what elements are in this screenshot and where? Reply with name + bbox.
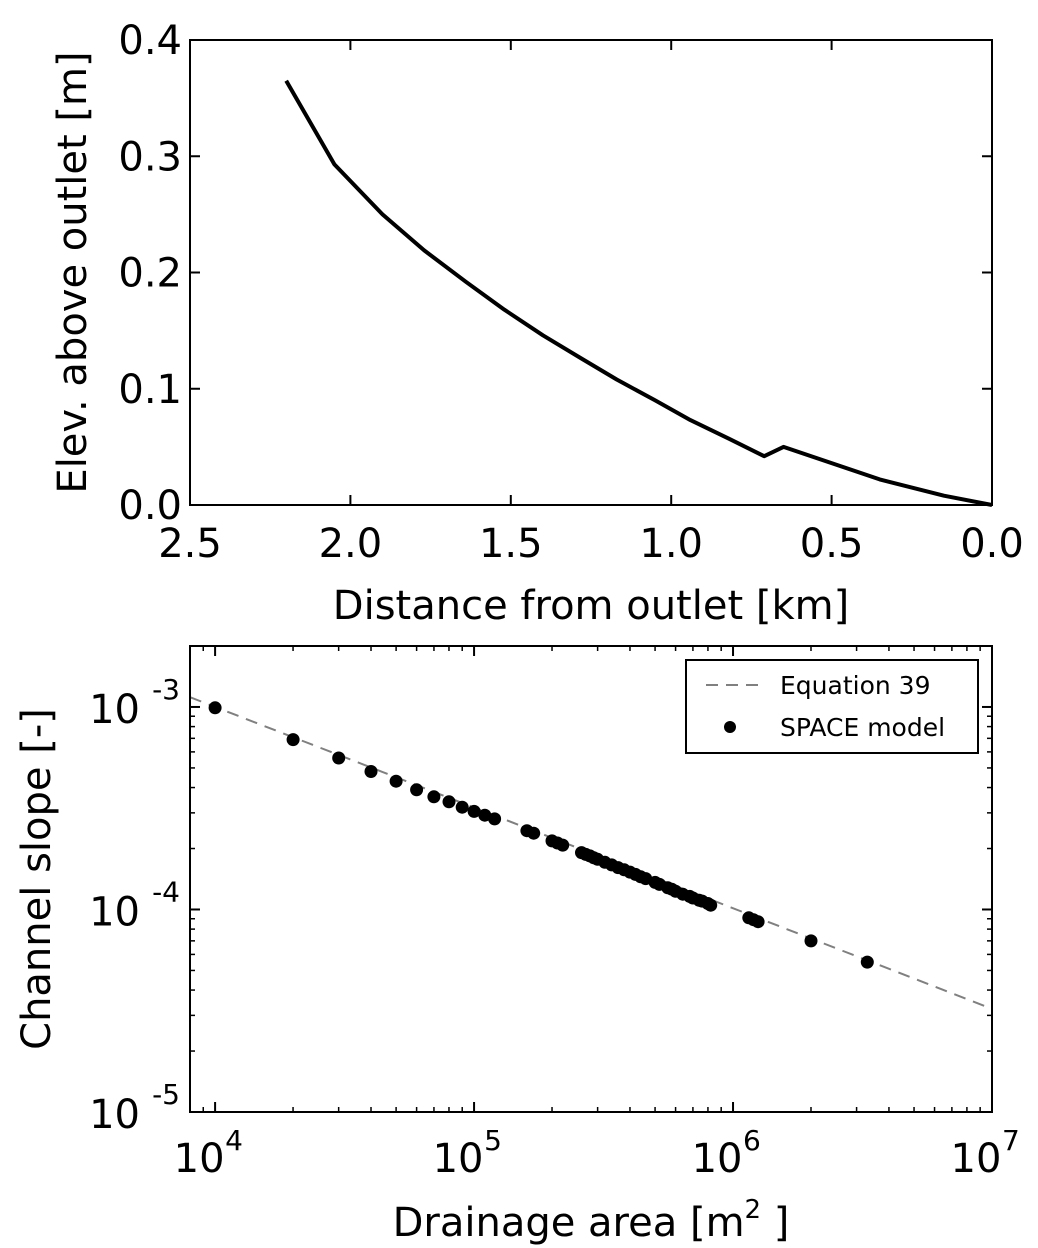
x-tick-label-exponent: 4	[225, 1124, 243, 1157]
space-model-point	[208, 701, 222, 715]
space-model-point	[455, 800, 469, 814]
space-model-point	[527, 826, 541, 840]
elevation-profile-chart: 2.5 2.0 1.5 1.0 0.5 0.0 0.0 0.1 0.2 0.3 0.4 Distan…	[50, 18, 1024, 629]
x-axis-label-end: ]	[761, 1200, 789, 1246]
space-model-point	[556, 838, 570, 852]
space-model-point	[442, 795, 456, 809]
x-tick-label-exponent: 7	[1002, 1124, 1020, 1157]
slope-area-plot-area	[189, 645, 993, 1113]
space-model-point	[410, 783, 424, 797]
x-tick-label: 2.5	[158, 521, 222, 567]
elevation-profile-plot-area	[189, 39, 993, 506]
slope-area-y-axis-label: Channel slope [-]	[14, 708, 60, 1050]
y-tick-label: 0.2	[118, 251, 182, 297]
space-model-point	[364, 765, 378, 778]
space-model-point	[286, 733, 300, 747]
y-tick-label: 0.4	[118, 18, 182, 64]
space-model-point	[704, 898, 718, 912]
elevation-profile-y-axis-label: Elev. above outlet [m]	[50, 51, 96, 493]
slope-area-chart: 10 4 10 5 10 6 10 7-510-410-310 Drainage area […	[14, 645, 1020, 1246]
legend-equation-label: Equation 39	[780, 671, 930, 700]
legend-space-model-label: SPACE model	[780, 713, 945, 742]
legend-space-model-swatch	[724, 721, 736, 733]
x-tick-label: 1.0	[639, 521, 703, 567]
x-tick-label: 1.5	[479, 521, 543, 567]
y-tick-label: 10	[89, 1092, 140, 1138]
space-model-point	[427, 790, 441, 804]
x-tick-label: 10	[692, 1136, 743, 1182]
x-tick-label-exponent: 5	[484, 1124, 502, 1157]
x-tick-label: 0.0	[960, 521, 1024, 567]
legend-box	[685, 659, 979, 754]
x-tick-label: 2.0	[319, 521, 383, 567]
space-model-point	[332, 751, 346, 765]
x-tick-label: 10	[174, 1136, 225, 1182]
y-tick-label: 0.3	[118, 134, 182, 180]
x-axis-label-main: Drainage area [m	[393, 1200, 745, 1246]
x-axis-label-superscript: 2	[745, 1195, 762, 1225]
x-tick-label-exponent: 6	[743, 1124, 761, 1157]
y-tick-label: 10	[89, 687, 140, 733]
space-model-point	[804, 934, 818, 948]
y-tick-label: 0.0	[118, 483, 182, 529]
x-tick-label: 0.5	[800, 521, 864, 567]
x-tick-label: 10	[951, 1136, 1002, 1182]
legend: Equation 39 SPACE model	[685, 659, 979, 754]
y-tick-label: 10	[89, 889, 140, 935]
slope-area-x-axis-label: Drainage area [m2 ]	[393, 1195, 790, 1246]
y-tick-label-exponent: -5	[152, 1078, 180, 1111]
space-model-points	[208, 701, 874, 969]
space-model-point	[860, 955, 874, 969]
y-tick-label: 0.1	[118, 367, 182, 413]
y-tick-label-exponent: -3	[152, 673, 180, 706]
x-tick-label: 10	[433, 1136, 484, 1182]
space-model-point	[389, 774, 403, 788]
space-model-point	[467, 804, 481, 818]
space-model-point	[488, 812, 502, 826]
space-model-point	[751, 915, 765, 929]
elevation-profile-tick-labels: 2.5 2.0 1.5 1.0 0.5 0.0 0.0 0.1 0.2 0.3 0.4	[118, 18, 1023, 567]
elevation-profile-x-axis-label: Distance from outlet [km]	[333, 583, 849, 629]
y-tick-label-exponent: -4	[152, 875, 180, 908]
elevation-profile-line	[284, 79, 993, 507]
elevation-profile-ticks	[189, 39, 993, 506]
slope-area-tick-labels: 10 4 10 5 10 6 10 7-510-410-310	[89, 673, 1020, 1182]
space-model-point	[478, 808, 492, 822]
